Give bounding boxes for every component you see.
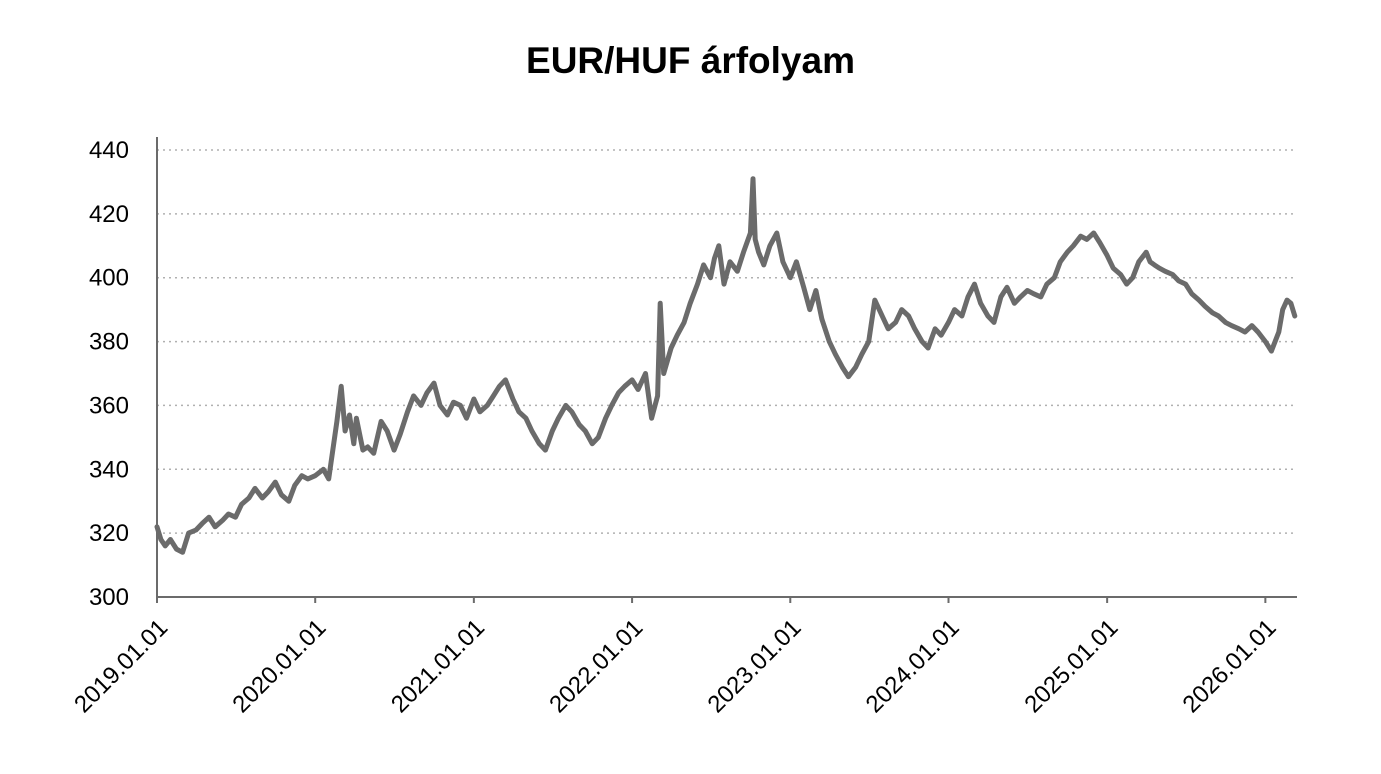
x-tick-label-7: 2026.01.01: [1178, 614, 1282, 718]
x-tick-label-1: 2020.01.01: [227, 614, 331, 718]
y-tick-label-440: 440: [89, 137, 129, 164]
y-tick-label-360: 360: [89, 392, 129, 419]
x-tick-label-2: 2021.01.01: [386, 614, 490, 718]
chart-title: EUR/HUF árfolyam: [526, 40, 855, 81]
y-tick-labels: 300 320 340 360 380 400 420 440: [89, 137, 129, 611]
x-tick-label-6: 2025.01.01: [1019, 614, 1123, 718]
x-tick-label-4: 2023.01.01: [702, 614, 806, 718]
x-tick-label-0: 2019.01.01: [69, 614, 173, 718]
y-tick-label-400: 400: [89, 265, 129, 292]
y-tick-label-320: 320: [89, 520, 129, 547]
x-tick-labels: 2019.01.01 2020.01.01 2021.01.01 2022.01.01…: [69, 614, 1281, 718]
series-line-0: [154, 176, 1298, 555]
y-tick-label-380: 380: [89, 329, 129, 356]
axes: [156, 137, 1297, 603]
y-tick-label-420: 420: [89, 201, 129, 228]
x-tick-label-5: 2024.01.01: [861, 614, 965, 718]
x-tick-label-3: 2022.01.01: [544, 614, 648, 718]
y-tick-label-300: 300: [89, 584, 129, 611]
y-tick-label-340: 340: [89, 456, 129, 483]
series: [154, 176, 1298, 555]
